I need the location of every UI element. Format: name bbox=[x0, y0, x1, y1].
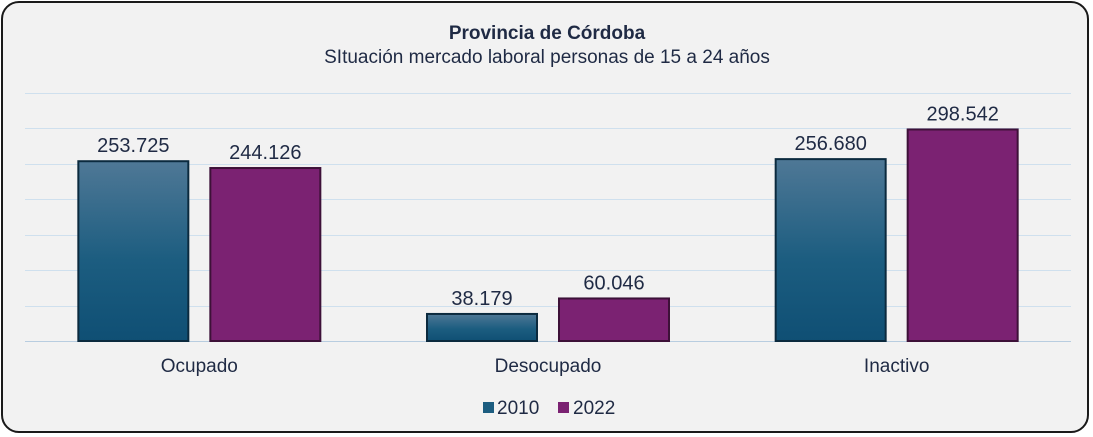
legend-label-2010: 2010 bbox=[497, 398, 539, 419]
legend-swatch-2010 bbox=[483, 402, 494, 413]
value-label-2022-desocupado: 60.046 bbox=[583, 272, 644, 294]
value-label-2010-inactivo: 256.680 bbox=[795, 133, 867, 155]
bar-2010-desocupado bbox=[426, 312, 538, 342]
category-axis: Ocupado Desocupado Inactivo bbox=[161, 356, 930, 377]
bar-2010-inactivo bbox=[774, 158, 887, 342]
value-labels: 253.725 244.126 38.179 60.046 256.680 298.542 bbox=[97, 103, 999, 309]
bar-2010-ocupado bbox=[77, 160, 190, 342]
legend: 2010 2022 bbox=[483, 398, 615, 419]
legend-swatch-2022 bbox=[558, 402, 569, 413]
chart-canvas: Provincia de Córdoba SItuación mercado l… bbox=[25, 23, 1071, 419]
gridlines bbox=[25, 93, 1071, 342]
bar-2022-desocupado bbox=[558, 297, 670, 343]
value-label-2010-ocupado: 253.725 bbox=[97, 135, 169, 157]
category-label-desocupado: Desocupado bbox=[495, 356, 602, 377]
chart-subtitle: SItuación mercado laboral personas de 15… bbox=[324, 47, 770, 68]
category-label-ocupado: Ocupado bbox=[161, 356, 238, 377]
value-label-2022-ocupado: 244.126 bbox=[229, 142, 301, 164]
bar-2022-ocupado bbox=[209, 167, 322, 342]
chart-title: Provincia de Córdoba bbox=[449, 23, 646, 44]
value-label-2022-inactivo: 298.542 bbox=[927, 103, 999, 125]
category-label-inactivo: Inactivo bbox=[864, 356, 929, 377]
bars bbox=[77, 128, 1019, 343]
legend-label-2022: 2022 bbox=[573, 398, 615, 419]
value-label-2010-desocupado: 38.179 bbox=[451, 288, 512, 310]
bar-2022-inactivo bbox=[906, 128, 1019, 342]
